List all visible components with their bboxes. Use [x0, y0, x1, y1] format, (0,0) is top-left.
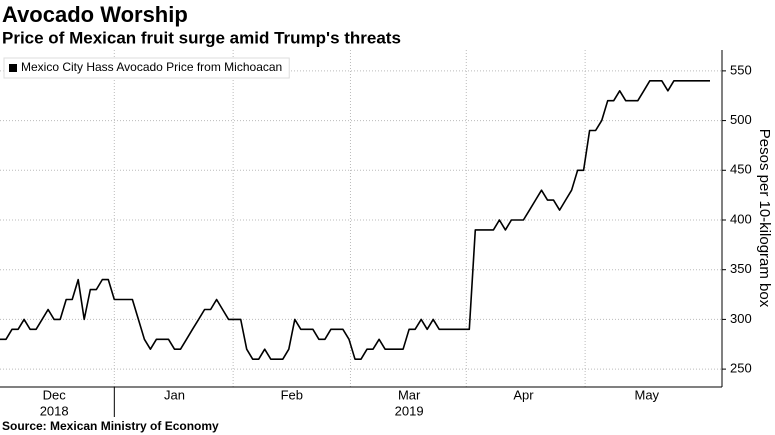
y-tick-label: 550 — [730, 62, 752, 77]
x-tick-label: Mar — [398, 387, 421, 402]
x-tick-label: May — [635, 387, 660, 402]
x-tick-label: Apr — [513, 387, 534, 402]
y-tick-label: 250 — [730, 361, 752, 376]
x-group-label: 2019 — [395, 403, 424, 418]
legend-label: Mexico City Hass Avocado Price from Mich… — [21, 60, 282, 74]
y-axis-label: Pesos per 10-kilogram box — [756, 129, 773, 308]
x-tick-label: Dec — [43, 387, 67, 402]
x-tick-label: Feb — [281, 387, 303, 402]
source: Source: Mexican Ministry of Economy — [2, 419, 219, 433]
y-tick-label: 450 — [730, 162, 752, 177]
x-tick-label: Jan — [164, 387, 185, 402]
x-group-label: 2018 — [40, 403, 69, 418]
y-tick-label: 350 — [730, 261, 752, 276]
y-tick-label: 300 — [730, 311, 752, 326]
legend-swatch — [9, 64, 17, 72]
chart-subtitle: Price of Mexican fruit surge amid Trump'… — [2, 28, 401, 47]
line — [0, 80, 710, 360]
legend-box — [3, 57, 290, 79]
chart-title: Avocado Worship — [2, 2, 188, 27]
y-tick-label: 500 — [730, 112, 752, 127]
y-tick-label: 400 — [730, 211, 752, 226]
